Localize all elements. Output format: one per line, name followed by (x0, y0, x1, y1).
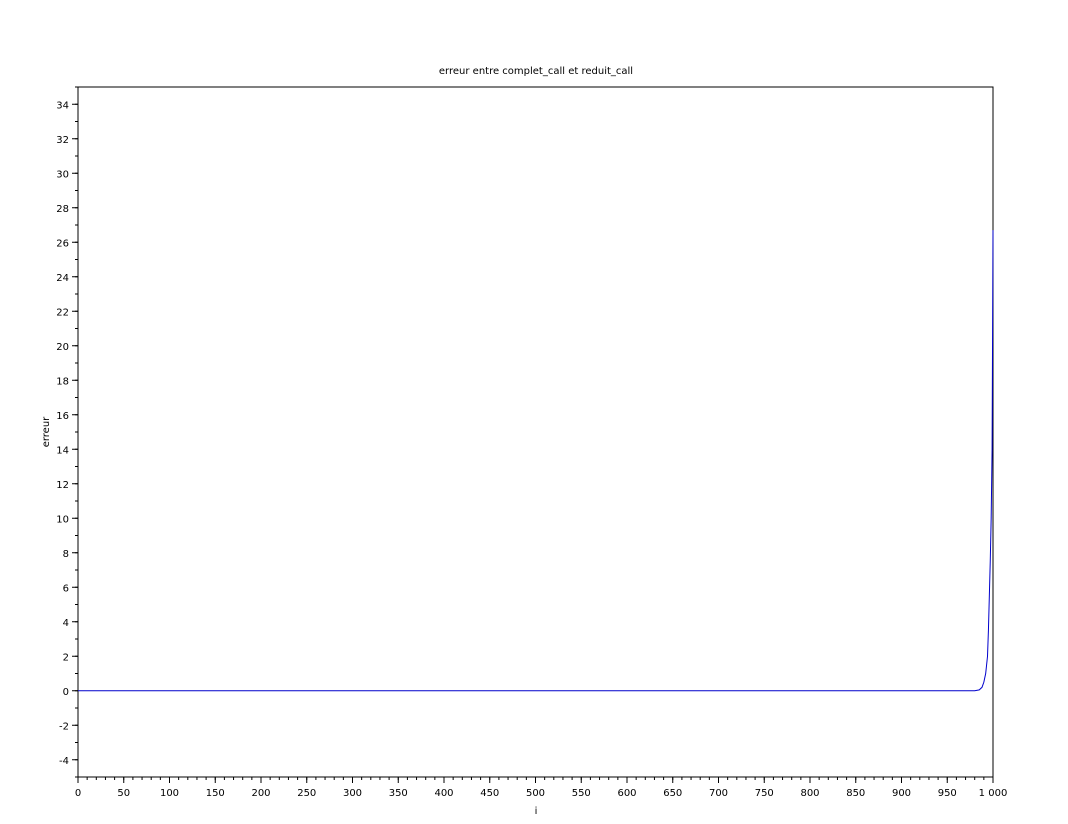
x-tick-label: 650 (663, 788, 682, 799)
x-tick-label: 1 000 (979, 788, 1008, 799)
x-tick-label: 350 (389, 788, 408, 799)
x-axis: 0 50 100 150 200 250 300 350 400 450 500 550 600 650 7… (75, 777, 1008, 799)
chart-title: erreur entre complet_call et reduit_call (439, 66, 633, 77)
y-tick-label: 0 (63, 687, 69, 698)
x-tick-label: 950 (938, 788, 957, 799)
x-tick-label: 800 (800, 788, 819, 799)
y-tick-label: 20 (56, 342, 69, 353)
y-tick-label: 22 (56, 307, 69, 318)
y-tick-label: 12 (56, 480, 69, 491)
x-tick-label: 250 (297, 788, 316, 799)
x-tick-label: 750 (755, 788, 774, 799)
x-tick-label: 700 (709, 788, 728, 799)
y-tick-label: 14 (56, 445, 69, 456)
x-tick-label: 200 (251, 788, 270, 799)
x-tick-label: 300 (343, 788, 362, 799)
y-tick-label: 32 (56, 135, 69, 146)
x-tick-label: 50 (117, 788, 130, 799)
plot-area (77, 86, 994, 778)
y-tick-label: -4 (59, 756, 69, 767)
y-tick-label: -2 (59, 721, 69, 732)
x-tick-label: 150 (206, 788, 225, 799)
y-axis-label: erreur (41, 416, 52, 447)
y-tick-label: 2 (63, 652, 69, 663)
x-tick-label: 500 (526, 788, 545, 799)
series-layer (78, 230, 994, 692)
x-tick-label: 450 (480, 788, 499, 799)
x-tick-label: 900 (892, 788, 911, 799)
y-tick-label: 26 (56, 238, 69, 249)
x-tick-label: 0 (75, 788, 81, 799)
y-tick-label: 6 (63, 583, 69, 594)
x-tick-label: 400 (434, 788, 453, 799)
plot-frame (77, 86, 994, 778)
y-tick-label: 8 (63, 549, 69, 560)
y-tick-label: 16 (56, 411, 69, 422)
y-tick-label: 34 (56, 100, 69, 111)
x-axis-label: i (535, 806, 538, 817)
x-tick-label: 100 (160, 788, 179, 799)
series-line (78, 230, 994, 692)
y-tick-label: 4 (63, 618, 69, 629)
y-tick-label: 10 (56, 514, 69, 525)
y-tick-label: 28 (56, 204, 69, 215)
y-tick-label: 24 (56, 273, 69, 284)
y-tick-label: 18 (56, 376, 69, 387)
y-tick-label: 30 (56, 169, 69, 180)
x-tick-label: 850 (846, 788, 865, 799)
x-tick-label: 600 (617, 788, 636, 799)
x-tick-label: 550 (572, 788, 591, 799)
